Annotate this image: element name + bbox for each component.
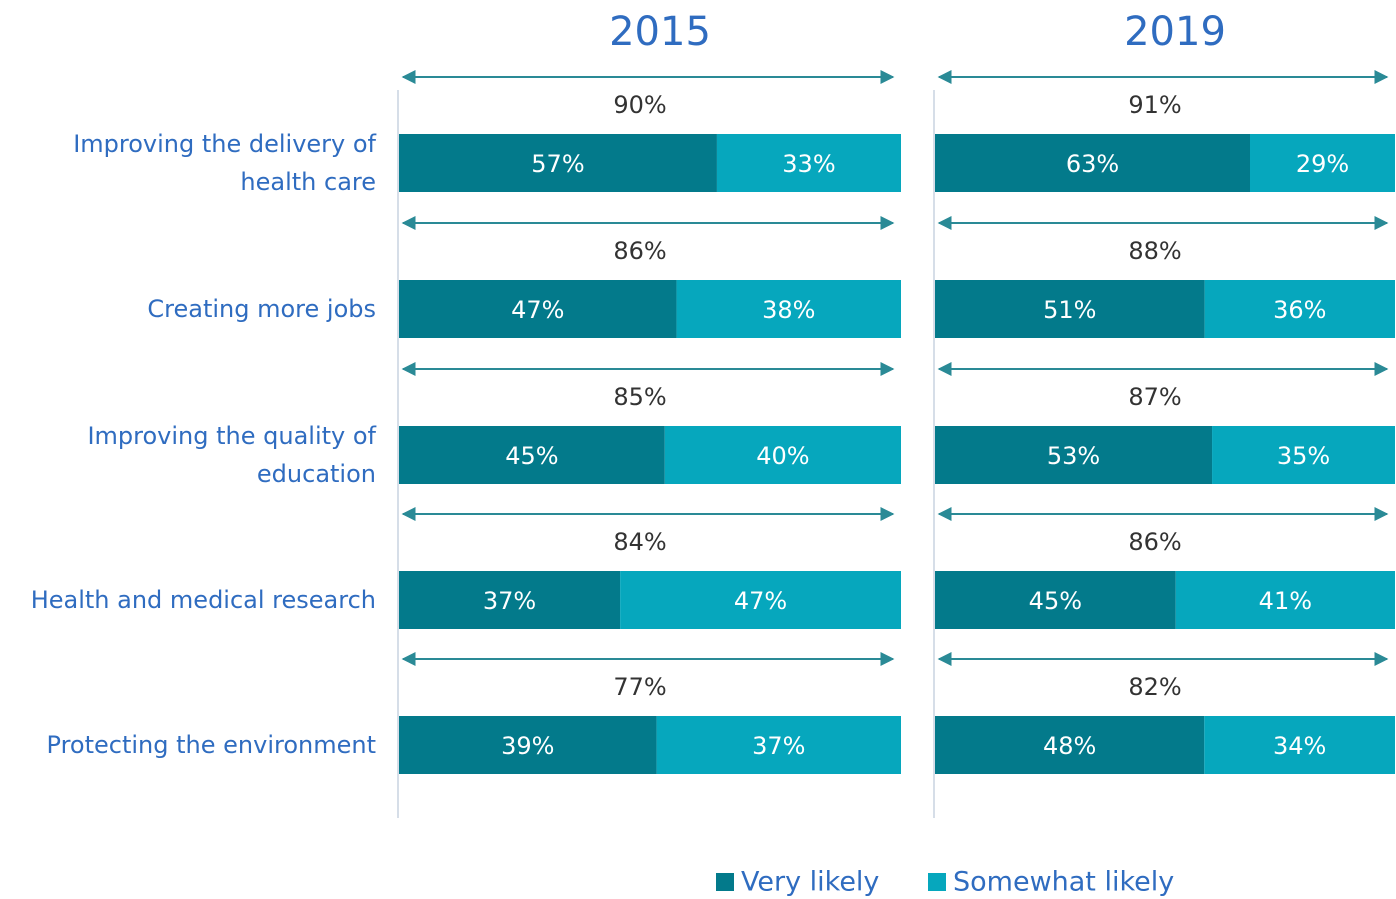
- legend-swatch: [716, 873, 734, 891]
- panel-title: 2019: [1124, 9, 1226, 55]
- bar-label: 38%: [762, 296, 815, 324]
- total-label: 88%: [1128, 237, 1181, 265]
- bar-segment: [1250, 134, 1395, 192]
- bar-segment: [1204, 280, 1395, 338]
- category-label: Improving the delivery of health care: [73, 130, 376, 196]
- bar-label: 48%: [1043, 732, 1096, 760]
- bar-label: 53%: [1047, 442, 1100, 470]
- total-label: 84%: [613, 528, 666, 556]
- bar-label: 37%: [483, 587, 536, 615]
- bar-segment: [399, 134, 717, 192]
- bar-segment: [1204, 716, 1395, 774]
- bar-segment: [935, 716, 1205, 774]
- total-label: 82%: [1128, 673, 1181, 701]
- bar-segment: [664, 426, 901, 484]
- bar-segment: [399, 716, 657, 774]
- bar-label: 45%: [505, 442, 558, 470]
- bar-label: 39%: [501, 732, 554, 760]
- bar-segment: [935, 134, 1250, 192]
- total-label: 90%: [613, 91, 666, 119]
- bar-label: 35%: [1277, 442, 1330, 470]
- legend-label: Very likely: [741, 867, 879, 898]
- total-label: 86%: [613, 237, 666, 265]
- bar-segment: [1212, 426, 1395, 484]
- bar-segment: [620, 571, 901, 629]
- bar-segment: [399, 280, 677, 338]
- bar-label: 41%: [1259, 587, 1312, 615]
- bar-segment: [1175, 571, 1395, 629]
- bar-segment: [716, 134, 901, 192]
- bar-label: 36%: [1273, 296, 1326, 324]
- total-label: 91%: [1128, 91, 1181, 119]
- legend-swatch: [928, 873, 946, 891]
- bar-label: 57%: [531, 150, 584, 178]
- bar-segment: [656, 716, 901, 774]
- category-label: Protecting the environment: [46, 731, 376, 759]
- bar-segment: [399, 426, 665, 484]
- bar-label: 47%: [734, 587, 787, 615]
- total-label: 85%: [613, 383, 666, 411]
- bar-label: 37%: [752, 732, 805, 760]
- legend-label: Somewhat likely: [953, 867, 1174, 898]
- bar-label: 29%: [1296, 150, 1349, 178]
- bar-label: 33%: [782, 150, 835, 178]
- bar-label: 47%: [511, 296, 564, 324]
- bar-label: 51%: [1043, 296, 1096, 324]
- bar-segment: [935, 426, 1213, 484]
- bar-label: 63%: [1066, 150, 1119, 178]
- category-label: Improving the quality of education: [87, 422, 376, 488]
- bar-label: 34%: [1273, 732, 1326, 760]
- total-label: 86%: [1128, 528, 1181, 556]
- bar-segment: [935, 280, 1205, 338]
- total-label: 87%: [1128, 383, 1181, 411]
- panel-title: 2015: [609, 9, 711, 55]
- bar-segment: [676, 280, 901, 338]
- category-label: Health and medical research: [30, 586, 376, 614]
- bar-label: 40%: [756, 442, 809, 470]
- bar-segment: [935, 571, 1176, 629]
- total-label: 77%: [613, 673, 666, 701]
- bar-label: 45%: [1029, 587, 1082, 615]
- category-label: Creating more jobs: [147, 295, 376, 323]
- bar-segment: [399, 571, 621, 629]
